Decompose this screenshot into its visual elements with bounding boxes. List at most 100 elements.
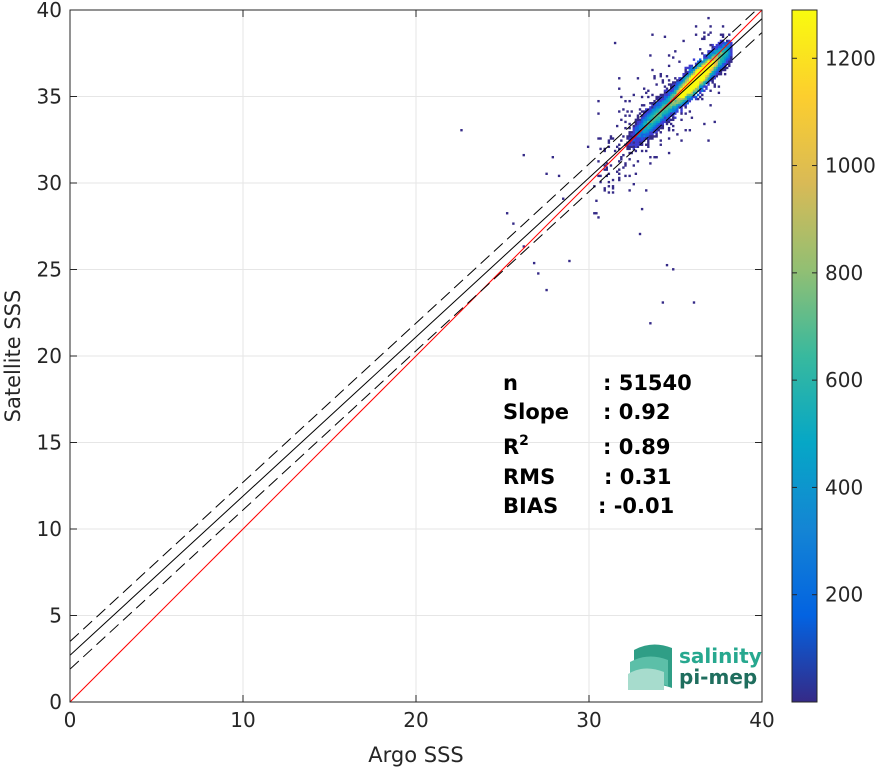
density-cell	[728, 62, 731, 65]
density-cell	[721, 64, 725, 68]
density-cell	[699, 68, 702, 72]
density-cell	[649, 162, 652, 165]
density-cell	[707, 81, 710, 84]
y-tick-label: 30	[37, 171, 62, 195]
density-cell	[686, 89, 689, 92]
density-cell	[682, 79, 685, 82]
density-cell	[703, 54, 706, 57]
density-cell	[707, 72, 710, 76]
density-cell	[599, 147, 602, 151]
density-cell	[532, 261, 536, 265]
y-tick-label: 15	[37, 431, 62, 455]
density-cell	[715, 68, 719, 72]
density-cell	[636, 135, 640, 138]
density-cell	[659, 114, 662, 117]
density-cell	[717, 64, 721, 68]
density-cell	[597, 174, 600, 178]
density-cell	[628, 137, 631, 140]
density-cell	[688, 72, 692, 76]
density-cell	[730, 60, 733, 63]
density-cell	[703, 83, 706, 86]
density-cell	[728, 52, 731, 55]
density-cell	[701, 66, 704, 70]
density-cell	[551, 156, 555, 159]
density-cell	[684, 99, 687, 103]
density-cell	[692, 75, 696, 78]
density-cell	[669, 110, 673, 113]
density-cell	[713, 48, 716, 51]
density-cell	[655, 129, 658, 132]
density-cell	[657, 110, 660, 113]
density-cell	[703, 35, 706, 38]
density-cell	[696, 79, 700, 82]
density-cell	[703, 58, 706, 61]
density-cell	[682, 104, 685, 107]
density-cell	[522, 153, 525, 157]
density-cell	[657, 129, 660, 132]
density-cell	[651, 124, 654, 128]
salinity-pi-mep-logo: salinity pi-mep	[628, 644, 762, 690]
density-cell	[636, 120, 640, 124]
density-cell	[672, 99, 675, 103]
density-cell	[701, 60, 704, 63]
density-cell	[672, 118, 675, 122]
density-cell	[611, 187, 615, 190]
density-cell	[686, 87, 689, 90]
density-cell	[717, 54, 721, 57]
x-tick-label: 0	[64, 708, 77, 732]
density-cell	[692, 95, 696, 99]
density-cell	[632, 143, 635, 146]
density-cell	[618, 168, 621, 171]
density-cell	[638, 133, 642, 136]
density-cell	[715, 45, 719, 49]
density-cell	[624, 126, 627, 130]
density-cell	[680, 104, 683, 107]
density-cell	[597, 112, 600, 115]
density-cell	[669, 89, 673, 92]
density-cell	[665, 99, 669, 103]
density-cell	[609, 137, 613, 140]
density-cell	[701, 37, 704, 41]
density-cell	[719, 58, 723, 61]
density-cell	[676, 81, 679, 84]
density-cell	[661, 104, 665, 107]
density-cell	[651, 106, 654, 109]
density-cell	[686, 79, 689, 82]
density-cell	[661, 110, 665, 113]
density-cell	[667, 126, 671, 130]
density-cell	[709, 75, 712, 78]
density-cell	[699, 64, 702, 68]
density-cell	[694, 87, 698, 90]
colorbar-tick-label: 600	[825, 368, 863, 392]
density-cell	[630, 145, 633, 149]
density-cell	[688, 70, 692, 74]
density-cell	[686, 95, 689, 99]
density-cell	[690, 72, 694, 76]
density-cell	[653, 122, 656, 126]
density-cell	[713, 64, 716, 68]
density-cell	[694, 81, 698, 84]
density-cell	[684, 129, 687, 132]
density-cell	[686, 91, 689, 95]
density-cell	[665, 106, 669, 109]
density-cell	[640, 139, 644, 142]
density-cell	[711, 72, 714, 76]
density-cell	[688, 89, 692, 92]
density-cell	[705, 70, 708, 74]
density-cell	[632, 183, 635, 186]
density-cell	[680, 97, 683, 101]
density-cell	[661, 93, 665, 97]
density-cell	[647, 112, 650, 115]
density-cell	[628, 151, 631, 155]
density-cell	[667, 108, 671, 111]
density-cell	[659, 118, 662, 122]
density-cell	[640, 104, 644, 107]
density-cell	[655, 108, 658, 111]
density-cell	[649, 114, 652, 117]
density-cell	[680, 79, 683, 82]
density-cell	[684, 66, 687, 70]
density-cell	[672, 83, 675, 86]
density-cell	[705, 56, 708, 59]
density-cell	[638, 108, 642, 111]
y-tick-labels: 0 5 10 15 20 25 30 35 40	[37, 0, 62, 714]
